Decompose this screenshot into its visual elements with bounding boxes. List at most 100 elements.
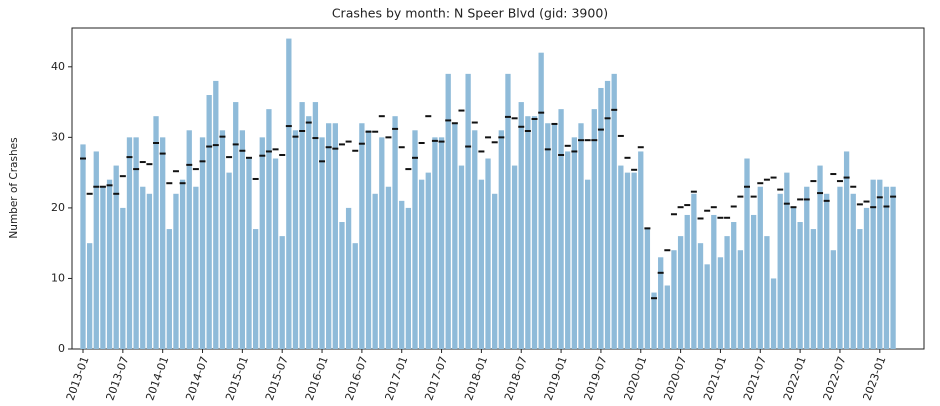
- x-tick-label: 2021-01: [701, 355, 729, 403]
- bar: [870, 179, 876, 349]
- bar: [651, 292, 657, 349]
- bar: [624, 172, 631, 349]
- bar: [817, 165, 823, 349]
- bar: [671, 250, 677, 349]
- bar: [790, 207, 797, 349]
- bar: [372, 193, 378, 349]
- bar: [399, 200, 405, 349]
- bar: [140, 186, 146, 349]
- plot-frame: [71, 27, 925, 350]
- x-tick-label: 2019-07: [582, 355, 610, 403]
- x-tick-label: 2022-01: [781, 355, 809, 403]
- bar: [193, 186, 199, 349]
- x-tick-label: 2021-07: [741, 355, 769, 403]
- bar: [179, 179, 186, 349]
- bar: [259, 137, 265, 349]
- bar: [452, 123, 458, 349]
- x-tick-label: 2017-07: [422, 355, 450, 403]
- y-tick-label: 30: [51, 130, 65, 143]
- x-tick-label: 2015-07: [263, 355, 291, 403]
- bar: [166, 229, 172, 349]
- bar: [113, 165, 119, 349]
- bar: [697, 243, 704, 349]
- bar: [857, 229, 863, 349]
- bar: [213, 80, 219, 350]
- bar: [412, 130, 418, 349]
- x-tick-label: 2015-01: [223, 355, 251, 403]
- bar: [339, 222, 345, 349]
- y-tick-label: 20: [51, 201, 65, 214]
- bar: [824, 193, 830, 349]
- bar: [604, 80, 611, 350]
- bar: [385, 186, 392, 349]
- bar: [279, 236, 285, 349]
- bar: [100, 186, 106, 349]
- bar: [365, 130, 372, 349]
- bar: [485, 158, 491, 349]
- bar: [106, 179, 113, 349]
- x-tick-label: 2013-01: [64, 355, 92, 403]
- chart-title: Crashes by month: N Speer Blvd (gid: 390…: [332, 6, 608, 21]
- bar: [146, 193, 153, 349]
- x-tick-label: 2020-07: [661, 355, 689, 403]
- bar: [266, 109, 272, 349]
- bar: [465, 73, 471, 349]
- bar: [744, 158, 750, 349]
- bar: [731, 222, 737, 349]
- bar: [890, 186, 896, 349]
- x-tick-label: 2014-01: [143, 355, 171, 403]
- bar: [538, 52, 544, 349]
- bar: [292, 130, 299, 349]
- bar: [173, 193, 179, 349]
- bar: [837, 186, 843, 349]
- bar: [199, 137, 206, 349]
- x-tick-label: 2018-07: [502, 355, 530, 403]
- bar: [126, 137, 133, 349]
- x-tick-label: 2018-01: [462, 355, 490, 403]
- bar: [432, 137, 438, 349]
- bar: [545, 123, 551, 349]
- bar: [233, 102, 239, 349]
- bar: [86, 243, 93, 349]
- bar: [306, 116, 312, 349]
- bar: [133, 137, 139, 349]
- bar: [618, 165, 624, 349]
- x-tick-label: 2017-01: [382, 355, 410, 403]
- bar: [571, 137, 578, 349]
- bar: [272, 158, 279, 349]
- bar: [80, 144, 86, 349]
- bar: [93, 151, 99, 349]
- bar: [286, 38, 292, 349]
- bar: [877, 179, 883, 349]
- bar: [226, 172, 232, 349]
- bar: [186, 130, 192, 349]
- bar: [445, 73, 451, 349]
- bar: [425, 172, 431, 349]
- bar: [120, 207, 126, 349]
- bar: [611, 73, 617, 349]
- bar: [584, 179, 591, 349]
- bar: [797, 222, 803, 349]
- bar: [830, 250, 836, 349]
- bar: [598, 87, 604, 349]
- bar: [863, 207, 870, 349]
- bar: [810, 229, 817, 349]
- bar: [252, 229, 259, 349]
- bar: [804, 186, 810, 349]
- bar: [352, 243, 358, 349]
- y-axis-label: Number of Crashes: [8, 137, 20, 238]
- bar: [418, 179, 425, 349]
- bar: [505, 73, 511, 349]
- bar: [658, 257, 664, 349]
- bar: [392, 116, 398, 349]
- x-tick-label: 2014-07: [183, 355, 211, 403]
- bar: [518, 102, 524, 349]
- bar: [737, 250, 744, 349]
- bar: [219, 130, 226, 349]
- bar: [843, 151, 850, 349]
- bar: [438, 137, 445, 349]
- bar: [664, 285, 670, 349]
- bar: [345, 207, 352, 349]
- bar: [638, 151, 644, 349]
